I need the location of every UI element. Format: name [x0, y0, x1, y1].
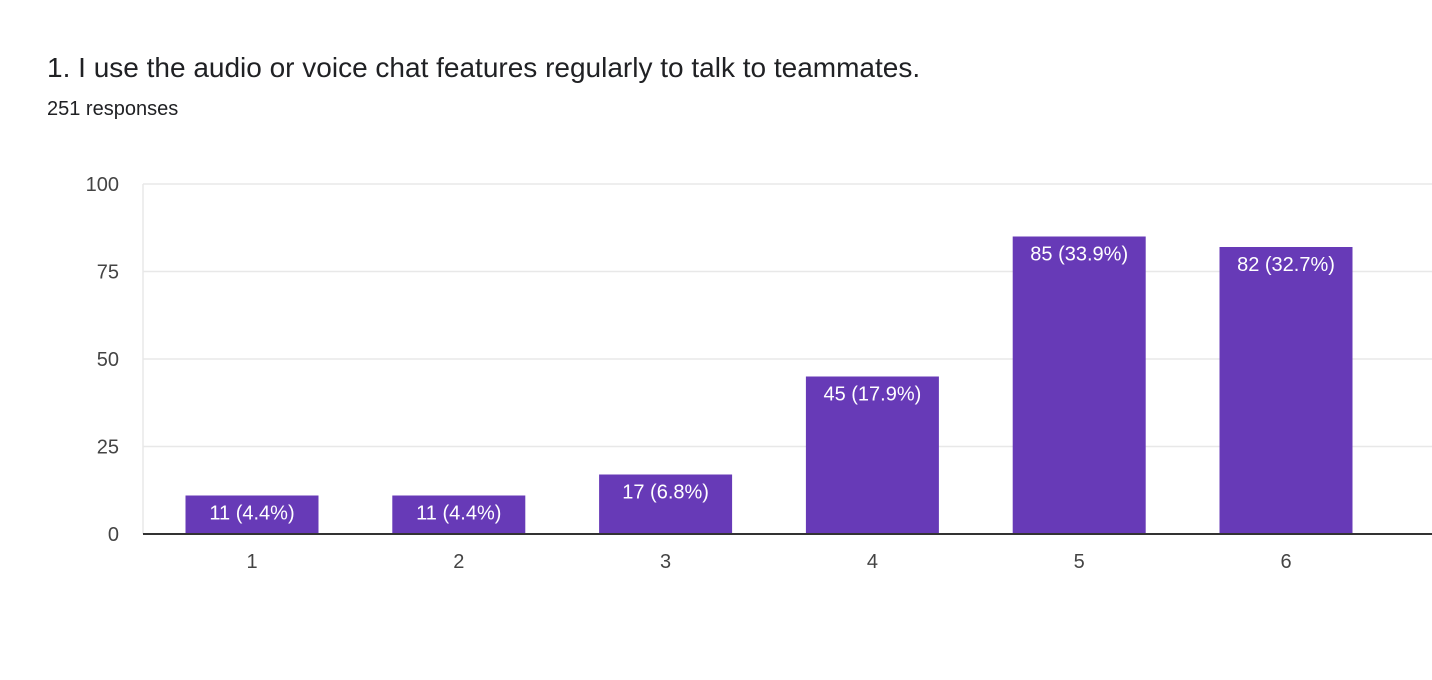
y-tick-label: 50 [97, 349, 119, 371]
x-tick-label: 3 [660, 551, 671, 573]
bar-data-label: 85 (33.9%) [1030, 244, 1128, 266]
x-tick-label: 5 [1074, 551, 1085, 573]
bar-data-label: 45 (17.9%) [823, 384, 921, 406]
bar [1219, 247, 1353, 534]
bar [599, 474, 733, 534]
bar [805, 376, 939, 534]
x-tick-label: 1 [246, 551, 257, 573]
bar-data-label: 17 (6.8%) [622, 482, 709, 504]
x-tick-label: 2 [453, 551, 464, 573]
y-tick-label: 0 [108, 524, 119, 546]
x-tick-label: 6 [1280, 551, 1291, 573]
x-axis-ticks: 1 2 3 4 5 6 [246, 551, 1291, 573]
y-tick-label: 75 [97, 262, 119, 284]
bar-data-label: 82 (32.7%) [1237, 254, 1335, 276]
y-axis-ticks: 0 25 50 75 100 [86, 174, 119, 546]
response-count: 251 responses [47, 98, 179, 120]
x-tick-label: 4 [867, 551, 878, 573]
bars: 11 (4.4%) 11 (4.4%) 17 (6.8%) 45 (17.9%) 85 … [185, 236, 1353, 534]
y-tick-label: 100 [86, 174, 119, 196]
bar-data-label: 11 (4.4%) [416, 503, 501, 525]
bar [185, 495, 319, 534]
bar-data-label: 11 (4.4%) [209, 503, 294, 525]
question-title: 1. I use the audio or voice chat feature… [47, 52, 921, 83]
bar [1012, 236, 1146, 534]
y-tick-label: 25 [97, 437, 119, 459]
bar [392, 495, 526, 534]
grid-lines [142, 183, 1432, 534]
